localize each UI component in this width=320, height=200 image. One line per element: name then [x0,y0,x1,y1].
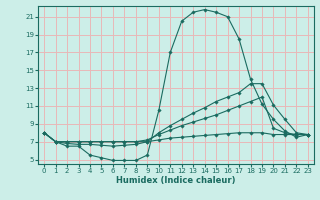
X-axis label: Humidex (Indice chaleur): Humidex (Indice chaleur) [116,176,236,185]
